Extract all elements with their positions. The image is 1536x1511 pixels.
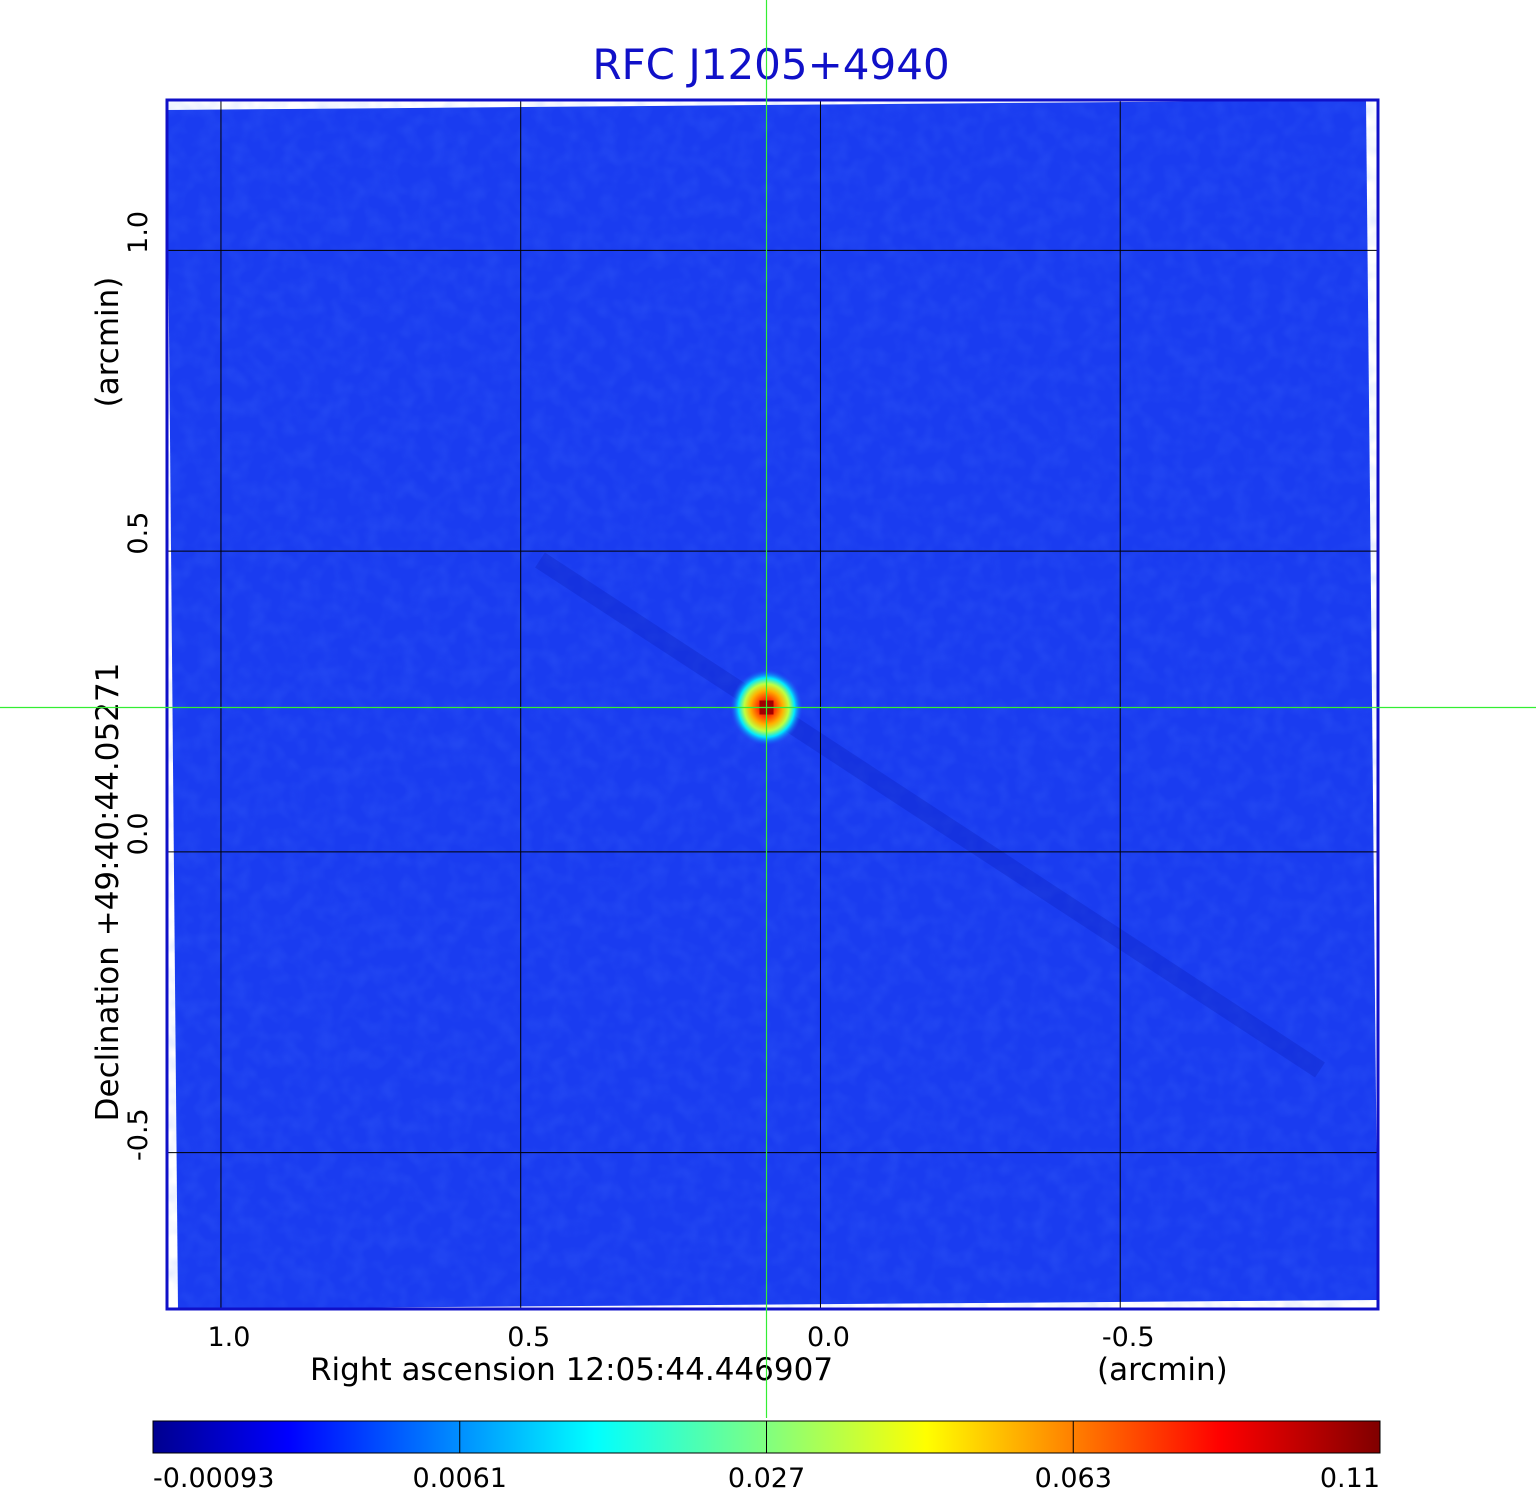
y-tick-label: 1.0	[123, 211, 154, 254]
x-axis-label: Right ascension 12:05:44.446907	[310, 1352, 833, 1388]
crosshair	[0, 0, 1536, 1418]
grid	[167, 100, 1378, 1309]
chart-title: RFC J1205+4940	[592, 40, 949, 89]
colorbar-tick-label: -0.00093	[153, 1463, 274, 1494]
x-tick-label: -0.5	[1102, 1322, 1155, 1353]
colorbar-tick-label: 0.11	[1320, 1463, 1380, 1494]
plot-frame	[165, 98, 1380, 1311]
image-artifact-stripe	[535, 552, 1325, 1078]
y-tick-label: -0.5	[123, 1108, 154, 1161]
colorbar-tick-label: 0.027	[728, 1463, 805, 1494]
x-tick-label: 1.0	[207, 1322, 250, 1353]
x-tick-label: 0.0	[807, 1322, 850, 1353]
y-axis-label: Declination +49:40:44.05271	[90, 663, 126, 1122]
x-tick-label: 0.5	[507, 1322, 550, 1353]
colorbar-tick-label: 0.063	[1035, 1463, 1112, 1494]
y-tick-label: 0.0	[123, 812, 154, 855]
x-axis-unit: (arcmin)	[1097, 1352, 1228, 1388]
y-tick-label: 0.5	[123, 512, 154, 555]
y-axis-unit: (arcmin)	[90, 277, 126, 408]
colorbar-tick-label: 0.0061	[413, 1463, 507, 1494]
image-field	[167, 100, 1378, 1309]
